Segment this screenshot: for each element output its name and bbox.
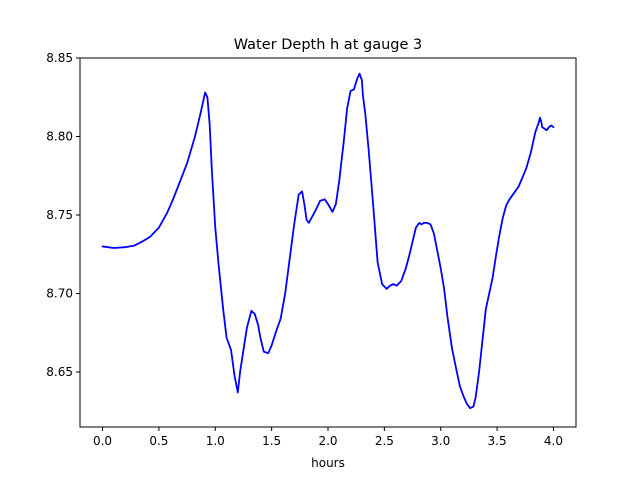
y-tick-label: 8.75: [46, 208, 73, 222]
x-tick-label: 3.5: [488, 434, 507, 448]
x-axis-ticks: 0.0 0.5 1.0 1.5 2.0 2.5 3.0 3.5 4.0: [93, 427, 563, 448]
x-tick-label: 1.0: [206, 434, 225, 448]
plot-frame: [79, 57, 577, 428]
x-tick-label: 3.0: [431, 434, 450, 448]
x-axis-label: hours: [311, 456, 345, 470]
series-line-0: [101, 72, 555, 410]
x-tick-label: 2.5: [375, 434, 394, 448]
y-tick-label: 8.80: [46, 130, 73, 144]
y-tick-label: 8.85: [46, 51, 73, 65]
x-tick-label: 4.0: [544, 434, 563, 448]
x-tick-label: 1.5: [262, 434, 281, 448]
y-tick-label: 8.65: [46, 365, 73, 379]
y-axis-ticks: 8.65 8.70 8.75 8.80 8.85: [46, 51, 80, 379]
plot-layer: [101, 72, 555, 410]
x-tick-label: 0.0: [93, 434, 112, 448]
x-tick-label: 2.0: [318, 434, 337, 448]
chart-title: Water Depth h at gauge 3: [234, 37, 422, 53]
x-tick-label: 0.5: [149, 434, 168, 448]
y-tick-label: 8.70: [46, 287, 73, 301]
